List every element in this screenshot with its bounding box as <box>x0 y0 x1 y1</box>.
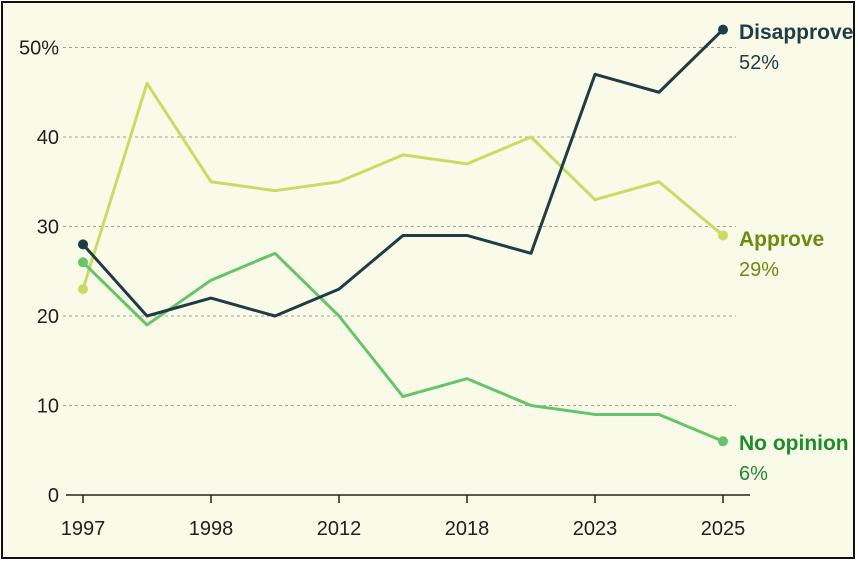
series-start-dot-no_opinion <box>78 257 88 268</box>
series-label-disapprove: Disapprove <box>739 21 853 44</box>
series-value-disapprove: 52% <box>739 52 779 74</box>
y-tick-label: 10 <box>37 396 59 418</box>
series-line-approve <box>81 81 725 291</box>
y-tick-label: 30 <box>37 217 59 239</box>
series-line-no_opinion <box>81 251 725 443</box>
series-labels: Disapprove 52% Approve 29% No opinion 6% <box>739 21 853 485</box>
series-end-dot-approve <box>718 230 728 241</box>
series-start-dot-disapprove <box>78 239 88 250</box>
x-tick-label: 2023 <box>573 518 618 540</box>
y-tick-label: 50% <box>19 38 59 60</box>
y-tick-label: 20 <box>37 306 59 328</box>
series-label-no_opinion: No opinion <box>739 432 849 455</box>
x-tick-label: 2012 <box>317 518 362 540</box>
series-end-dot-no_opinion <box>718 436 728 447</box>
x-tick-label: 1997 <box>61 518 106 540</box>
series-start-dot-approve <box>78 284 88 295</box>
x-tick-label: 2018 <box>445 518 490 540</box>
x-tick-label: 1998 <box>189 518 234 540</box>
x-tick-label: 2025 <box>701 518 746 540</box>
series-value-approve: 29% <box>739 259 779 281</box>
line-chart: 0 10 20 30 40 50% 1997 1998 2012 2018 2023 2025 Dis… <box>19 21 853 540</box>
series-lines <box>78 24 728 447</box>
series-end-dot-disapprove <box>718 24 728 35</box>
axes: 0 10 20 30 40 50% 1997 1998 2012 2018 2023 2025 <box>19 38 750 540</box>
series-value-no_opinion: 6% <box>739 463 768 485</box>
series-label-approve: Approve <box>739 228 824 251</box>
y-tick-label: 0 <box>48 485 59 507</box>
y-tick-label: 40 <box>37 127 59 149</box>
series-line-disapprove <box>81 28 725 318</box>
gridlines <box>63 47 736 406</box>
